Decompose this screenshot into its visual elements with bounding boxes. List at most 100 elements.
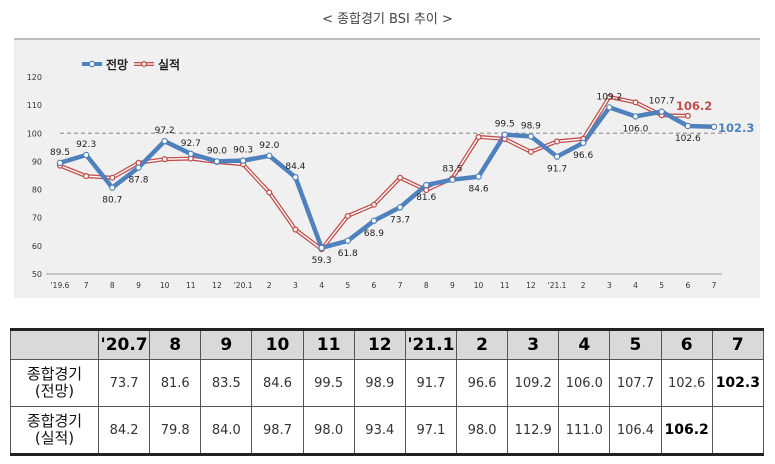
x-tick-label: '19.6 [51,281,70,290]
point-forecast [501,131,508,138]
point-forecast [475,173,482,180]
table-corner-cell [10,328,99,360]
data-table: '20.7 8 9 10 11 12'21.1 2 3 4 5 6 7 종합경기 (전망) 73.7 81.… [10,328,765,456]
y-tick-label: 50 [32,270,42,279]
table-cell: 83.5 [200,359,253,407]
end-label-forecast: 102.3 [718,121,754,135]
x-tick-label: 2 [267,281,272,290]
data-labels: 89.5 92.3 80.7 87.8 97.2 92.7 90.0 90.3 92.0 84.4… [50,92,754,265]
point-actual [266,189,273,196]
x-tick-label: 8 [424,281,429,290]
data-label: 90.0 [207,146,227,156]
table-header-cell: 4 [558,328,611,360]
table-cell: 84.2 [97,406,151,456]
table-cell: 109.2 [507,359,560,407]
data-label: 102.6 [675,134,701,144]
point-forecast [239,157,247,164]
x-tick-label: 4 [319,281,324,290]
point-forecast [187,150,194,158]
table-row-header: 종합경기 (실적) [10,406,99,456]
table-body: 종합경기 (전망) 73.7 81.6 83.5 84.6 99.5 98.9 91.7 96.6… [10,359,765,456]
x-tick-label: 6 [685,281,690,290]
point-actual [423,187,430,194]
x-tick-label: 11 [186,281,196,290]
chart-title: < 종합경기 BSI 추이 > [322,12,453,27]
data-label: 84.4 [285,162,305,172]
series-line-actual [59,95,688,252]
table-cell: 112.9 [507,406,560,456]
point-forecast [318,244,325,252]
y-tick-label: 70 [32,214,42,223]
series-lines [59,95,715,252]
data-label: 83.5 [442,165,462,175]
line-chart: 50 60 70 80 90 100 110 120 '19.6 7 8 9 10 11 12 '20.1 2 3… [27,57,755,290]
table-header-cell: 12 [353,328,406,360]
x-tick-label: 12 [526,281,536,290]
point-actual [292,226,299,233]
row-header-line1: 종합경기 [26,412,83,430]
x-tick-label: 3 [607,281,612,290]
row-header-line2: (실적) [34,429,75,447]
point-forecast [684,122,692,130]
data-label: 90.3 [233,146,253,156]
point-forecast [710,123,718,131]
y-tick-label: 80 [32,186,42,195]
table-header-cell: '20.7 [97,328,151,360]
data-label: 92.3 [76,140,96,150]
x-tick-label: 7 [712,281,717,290]
table-header-cell: 11 [302,328,355,360]
point-actual [684,112,691,119]
x-tick-label: 10 [474,281,484,290]
table-cell: 106.2 [660,406,713,456]
table-cell: 73.7 [97,359,151,407]
legend-marker-actual [140,60,148,68]
point-forecast [553,153,561,160]
table-header-cell: 8 [149,328,202,360]
row-header-line2: (전망) [34,382,75,400]
point-actual [475,133,482,140]
table-cell: 79.8 [149,406,202,456]
table-cell: 81.6 [149,359,202,407]
end-label-actual: 106.2 [676,99,712,113]
x-tick-label: 10 [160,281,170,290]
data-label: 96.6 [573,151,593,161]
y-tick-label: 60 [32,242,42,251]
point-forecast [135,164,142,171]
point-forecast [606,104,613,111]
table-header-cell: 3 [507,328,560,360]
data-label: 73.7 [390,215,410,225]
table-row-header: 종합경기 (전망) [10,359,99,407]
data-label: 80.7 [102,196,122,206]
point-actual [397,174,404,181]
x-tick-label: 7 [84,281,89,290]
point-forecast [82,151,90,159]
data-label: 99.5 [495,120,515,130]
table-cell: 107.7 [609,359,662,407]
data-label: 81.6 [416,193,436,203]
point-forecast [580,139,587,147]
point-actual [109,174,116,181]
table-header-cell: 6 [660,328,713,360]
table-cell: 91.7 [404,359,457,407]
x-tick-label: '21.1 [548,281,567,290]
table-cell: 102.3 [711,359,765,407]
point-forecast [56,159,64,167]
x-tick-label: 9 [450,281,455,290]
point-forecast [292,173,299,181]
legend-label-actual: 실적 [158,57,180,72]
point-actual [83,173,90,180]
point-forecast [423,181,430,189]
point-actual [553,138,561,145]
x-tick-label: 8 [110,281,115,290]
data-label: 68.9 [364,229,384,239]
table-cell: 99.5 [302,359,355,407]
series-line-forecast [59,105,715,251]
x-tick-label: 9 [136,281,141,290]
point-forecast [213,158,221,165]
legend-label-forecast: 전망 [106,57,128,72]
table-cell: 84.6 [251,359,304,407]
x-tick-label: '20.1 [234,281,253,290]
point-forecast [527,133,535,140]
point-actual [527,148,534,155]
y-tick-label: 90 [32,157,42,166]
